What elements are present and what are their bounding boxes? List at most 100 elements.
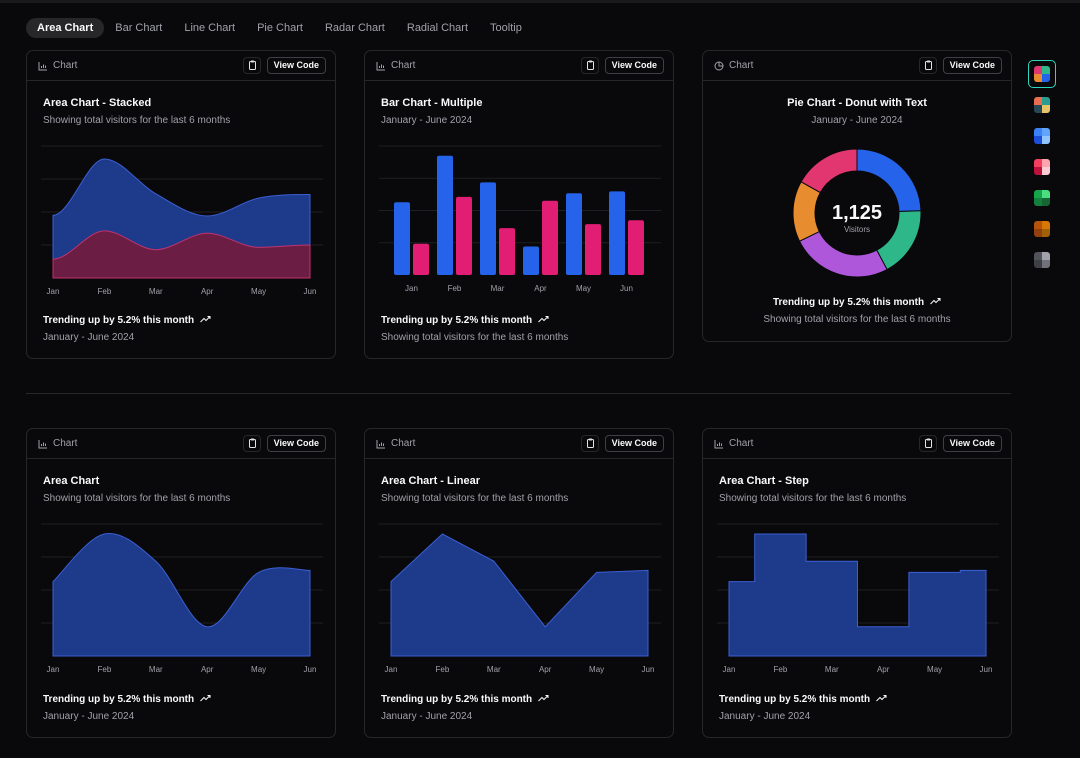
theme-swatches [1028,60,1056,277]
theme-swatch-blue[interactable] [1028,122,1056,150]
tab-bar-chart[interactable]: Bar Chart [115,22,163,34]
desktop-bar [609,191,625,275]
view-code-button[interactable]: View Code [942,57,1002,74]
theme-swatch-default[interactable] [1028,60,1056,88]
card-title: Area Chart - Step [719,475,809,487]
card-subtitle: Showing total visitors for the last 6 mo… [43,115,231,126]
card-header: Chart View Code [27,51,335,81]
clipboard-icon [924,435,933,453]
card-footer-text: January - June 2024 [719,711,811,722]
swatch-color [1034,190,1042,198]
chart-icon [714,439,724,449]
card-footer-text: Showing total visitors for the last 6 mo… [763,314,951,325]
view-code-button[interactable]: View Code [266,57,326,74]
x-tick-label: Jan [47,665,60,674]
card-subtitle: Showing total visitors for the last 6 mo… [381,493,569,504]
tab-radial-chart[interactable]: Radial Chart [406,22,469,34]
section-divider [26,393,1011,394]
swatch-color [1034,229,1042,237]
x-tick-label: Jan [385,665,398,674]
donut-slice-safari [876,210,922,271]
card-footer-text: January - June 2024 [43,711,135,722]
trend-text: Trending up by 5.2% this month [772,297,925,308]
trend-text: Trending up by 5.2% this month [381,694,533,705]
view-code-button[interactable]: View Code [604,57,664,74]
trend-text: Trending up by 5.2% this month [43,694,195,705]
x-tick-label: Jun [642,665,655,674]
tab-radar-chart[interactable]: Radar Chart [324,22,385,34]
mobile-bar [628,220,644,275]
x-axis-ticks: Jan Feb Mar Apr May Jun [385,665,655,674]
view-code-button[interactable]: View Code [942,435,1002,452]
trending-up-icon [200,694,211,705]
theme-swatch-preview [1034,252,1050,268]
theme-swatch-green[interactable] [1028,184,1056,212]
swatch-color [1042,136,1050,144]
x-tick-label: Feb [98,665,112,674]
x-tick-label: Apr [201,665,214,674]
swatch-color [1042,159,1050,167]
copy-button[interactable] [581,57,599,74]
theme-swatch-preview [1034,190,1050,206]
donut-total-label: Visitors [844,225,870,234]
x-tick-label: Jan [723,665,736,674]
mobile-bar [542,200,558,275]
swatch-color [1042,252,1050,260]
copy-button[interactable] [243,57,261,74]
card-title: Pie Chart - Donut with Text [787,97,927,109]
card-header: Chart View Code [365,51,673,81]
swatch-color [1034,198,1042,206]
trend-line: Trending up by 5.2% this month [719,694,887,705]
mobile-bar [413,243,429,275]
chart-label: Chart [376,60,415,71]
x-axis-ticks: Jan Feb Mar Apr May Jun [405,284,633,293]
theme-swatch-orange[interactable] [1028,215,1056,243]
swatch-color [1042,97,1050,105]
view-code-button[interactable]: View Code [604,435,664,452]
copy-button[interactable] [919,57,937,74]
mobile-bar [585,224,601,275]
swatch-color [1034,105,1042,113]
swatch-color [1034,260,1042,268]
card-area-chart-step: Chart View Code Area Chart - Step Showin… [702,428,1012,738]
tab-tooltip[interactable]: Tooltip [490,22,522,34]
x-tick-label: Mar [825,665,839,674]
trending-up-icon [538,315,549,326]
donut-chart: 1,125 Visitors [792,148,922,278]
chart-label: Chart [38,60,77,71]
mobile-bar [499,228,515,275]
chart-label: Chart [714,438,753,449]
card-pie-chart-donut: Chart View Code Pie Chart - Donut with T… [702,50,1012,342]
tab-line-chart[interactable]: Line Chart [184,22,236,34]
copy-button[interactable] [581,435,599,452]
theme-swatch-rose[interactable] [1028,153,1056,181]
trend-line: Trending up by 5.2% this month [381,315,549,326]
x-tick-label: Feb [448,284,462,293]
card-header: Chart View Code [703,51,1011,81]
swatch-color [1042,74,1050,82]
copy-button[interactable] [243,435,261,452]
card-subtitle: January - June 2024 [811,115,903,126]
area-chart-step: Jan Feb Mar Apr May Jun [717,523,999,674]
theme-swatch-neutral[interactable] [1028,246,1056,274]
trending-up-icon [200,315,211,326]
trend-line: Trending up by 5.2% this month [43,315,211,326]
trending-up-icon [930,297,941,308]
swatch-color [1042,190,1050,198]
chart-icon [376,61,386,71]
theme-swatch-preview [1034,66,1050,82]
swatch-color [1042,128,1050,136]
tab-area-chart[interactable]: Area Chart [26,18,105,38]
swatch-color [1042,167,1050,175]
window-top-edge [0,0,1080,3]
chart-label: Chart [714,60,753,71]
view-code-button[interactable]: View Code [266,435,326,452]
copy-button[interactable] [919,435,937,452]
donut-slices [792,148,922,278]
x-tick-label: Feb [436,665,450,674]
card-bar-chart-multiple: Chart View Code Bar Chart - Multiple Jan… [364,50,674,359]
chart-type-tabs: Area Chart Bar Chart Line Chart Pie Char… [26,18,533,38]
theme-swatch-palette[interactable] [1028,91,1056,119]
trend-line: Trending up by 5.2% this month [43,694,211,705]
tab-pie-chart[interactable]: Pie Chart [257,22,303,34]
